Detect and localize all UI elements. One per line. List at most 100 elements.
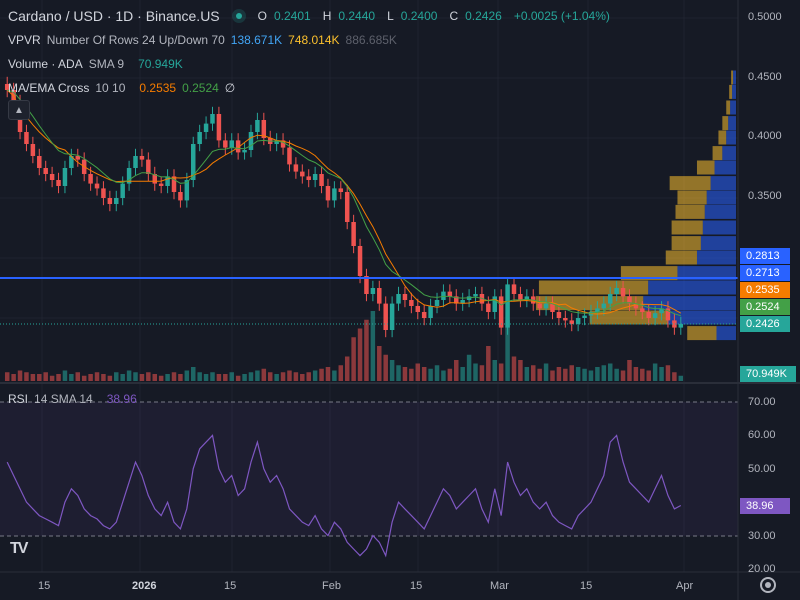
- candle-body: [133, 156, 138, 168]
- collapse-legend-button[interactable]: ▲: [8, 100, 30, 120]
- volume-bar: [255, 370, 260, 381]
- candle-body: [505, 284, 510, 328]
- volume-bar: [531, 365, 536, 381]
- candle-body: [210, 114, 215, 124]
- vpvr-down-bar: [538, 280, 649, 295]
- candle-body: [287, 147, 292, 165]
- candle-body: [370, 288, 376, 294]
- vpvr-down-bar: [620, 266, 678, 281]
- vpvr-down-bar: [696, 160, 715, 175]
- candle-body: [543, 303, 549, 309]
- volume-bar: [171, 372, 177, 381]
- candle-body: [37, 156, 42, 168]
- volume-bar: [575, 367, 581, 381]
- candle-body: [300, 171, 305, 177]
- candle-body: [178, 192, 183, 201]
- candle-body: [524, 296, 530, 300]
- candle-body: [248, 132, 254, 150]
- volume-bar: [191, 367, 196, 381]
- volume-bar: [646, 370, 651, 381]
- price-badge-ema: 0.2524: [740, 299, 790, 315]
- symbol-title[interactable]: Cardano / USD · 1D · Binance.US: [8, 8, 220, 24]
- volume-bar: [242, 374, 247, 381]
- rsi-band: [0, 402, 738, 536]
- candle-body: [293, 164, 299, 172]
- candle-body: [659, 308, 664, 314]
- vpvr-up-bar: [706, 190, 736, 205]
- volume-bar: [479, 365, 485, 381]
- low-label: L: [387, 9, 394, 23]
- vpvr-up: 138.671K: [230, 33, 283, 47]
- open-label: O: [257, 9, 267, 23]
- candle-body: [434, 300, 440, 306]
- vpvr-up-bar: [714, 160, 736, 175]
- candle-body: [191, 144, 196, 180]
- volume-bar: [287, 370, 292, 381]
- vpvr-up-bar: [702, 220, 736, 235]
- volume-bar: [652, 363, 658, 381]
- volume-bar: [203, 374, 209, 381]
- volume-bar: [229, 372, 234, 381]
- volume-bar: [550, 370, 555, 381]
- volume-bar: [69, 374, 74, 381]
- close-value: 0.2426: [465, 9, 502, 23]
- symbol-legend[interactable]: Cardano / USD · 1D · Binance.US O 0.2401 …: [8, 8, 616, 24]
- candle-body: [486, 303, 491, 312]
- tradingview-logo[interactable]: TV: [10, 540, 28, 557]
- volume-bar: [447, 368, 453, 381]
- candle-body: [107, 198, 113, 204]
- candle-body: [338, 188, 344, 192]
- volume-bar: [306, 372, 311, 381]
- volume-bar: [441, 370, 446, 381]
- candle-body: [197, 132, 202, 144]
- vpvr-up-bar: [733, 70, 736, 85]
- ma-cross-legend[interactable]: MA/EMA Cross 10 10 0.2535 0.2524 ∅: [8, 81, 235, 95]
- volume-bar: [672, 372, 677, 381]
- candle-body: [171, 176, 177, 192]
- volume-bar: [300, 374, 305, 381]
- vpvr-legend[interactable]: VPVR Number Of Rows 24 Up/Down 70 138.67…: [8, 33, 397, 47]
- candle-body: [428, 306, 433, 318]
- time-label: 15: [580, 580, 593, 592]
- volume-bar: [261, 368, 267, 381]
- vpvr-up-bar: [732, 84, 736, 99]
- ma-cross-name: MA/EMA Cross: [8, 81, 90, 95]
- candle-body: [447, 291, 453, 297]
- volume-bar: [569, 365, 574, 381]
- candle-body: [575, 318, 581, 324]
- volume-bar: [114, 372, 119, 381]
- candle-body: [126, 168, 132, 184]
- vpvr-down-bar: [665, 250, 697, 265]
- rsi-tick: 30.00: [748, 530, 776, 542]
- vpvr-name: VPVR: [8, 33, 41, 47]
- candle-body: [415, 306, 421, 312]
- volume-bar: [434, 365, 440, 381]
- candle-body: [396, 294, 401, 304]
- price-badge-vah: 0.2813: [740, 248, 790, 264]
- candle-body: [595, 308, 600, 312]
- vpvr-down: 748.014K: [288, 33, 340, 47]
- rsi-tick: 50.00: [748, 463, 776, 475]
- candle-body: [640, 308, 645, 312]
- gear-icon[interactable]: [760, 577, 776, 593]
- candle-body: [49, 174, 55, 180]
- candle-body: [364, 276, 369, 294]
- volume-bar: [665, 365, 671, 381]
- volume-legend[interactable]: Volume · ADA SMA 9 70.949K: [8, 57, 183, 71]
- candle-body: [563, 318, 568, 321]
- candle-body: [556, 312, 562, 318]
- volume-bar: [620, 370, 626, 381]
- vpvr-down-bar: [722, 116, 729, 131]
- price-tick: 0.4000: [748, 130, 782, 142]
- price-badge-last: 0.2426: [740, 316, 790, 332]
- ma-line: [6, 89, 682, 315]
- vpvr-up-bar: [716, 326, 736, 341]
- volume-bar: [364, 319, 369, 381]
- volume-name: Volume · ADA: [8, 57, 83, 71]
- volume-bar: [492, 360, 497, 381]
- close-label: C: [449, 9, 459, 23]
- vpvr-total: 886.685K: [345, 33, 397, 47]
- vpvr-up-bar: [700, 236, 736, 251]
- rsi-legend[interactable]: RSI 14 SMA 14 38.96: [8, 392, 137, 406]
